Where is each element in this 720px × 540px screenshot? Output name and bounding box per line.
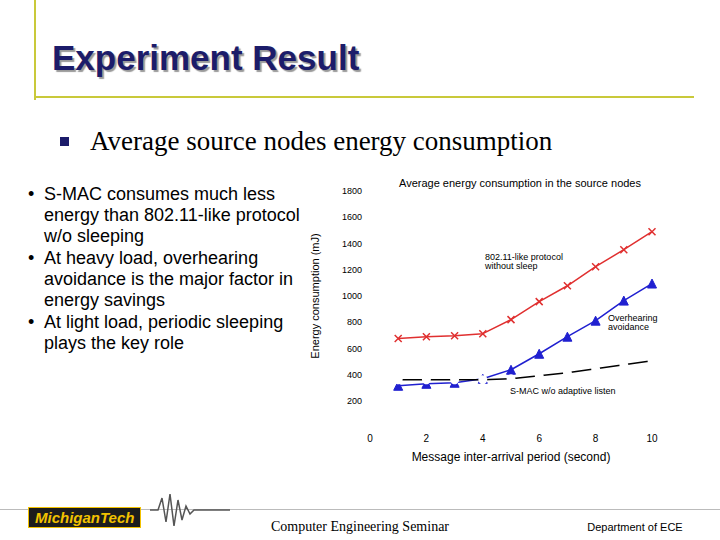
svg-text:1400: 1400 [342, 239, 362, 249]
html-text:MichiganTech: MichiganTech [35, 509, 135, 526]
svg-text:1200: 1200 [342, 265, 362, 275]
svg-text:6: 6 [536, 433, 542, 444]
svg-text:1000: 1000 [342, 291, 362, 301]
svg-text:Message inter-arrival period (: Message inter-arrival period (second) [412, 450, 611, 464]
svg-text:600: 600 [347, 344, 362, 354]
html-text:Experiment Result: Experiment Result [52, 38, 360, 77]
html-text:Department of ECE: Department of ECE [587, 521, 683, 533]
svg-text:8: 8 [593, 433, 599, 444]
html-text:Average source nodes energy co: Average source nodes energy consumption [90, 126, 553, 156]
svg-text:400: 400 [347, 370, 362, 380]
svg-text:4: 4 [480, 433, 486, 444]
svg-text:0: 0 [367, 433, 373, 444]
svg-text:1800: 1800 [342, 186, 362, 196]
svg-text:802.11-like protocol: 802.11-like protocol [485, 251, 566, 262]
html-text:Computer Engineering Seminar: Computer Engineering Seminar [271, 519, 449, 534]
svg-text:1600: 1600 [342, 212, 362, 222]
svg-text:800: 800 [347, 317, 362, 327]
svg-text:200: 200 [347, 396, 362, 406]
html-text:At light load, periodic sleepi: At light load, periodic sleeping plays t… [44, 312, 284, 353]
svg-text:avoidance: avoidance [608, 322, 649, 332]
html-text:At heavy load, overhearing avo: At heavy load, overhearing avoidance is … [44, 248, 294, 310]
svg-text:Overhearing: Overhearing [608, 312, 660, 323]
svg-text:without sleep: without sleep [484, 261, 538, 271]
svg-text:S-MAC w/o adaptive listen: S-MAC w/o adaptive listen [510, 386, 616, 396]
svg-text:10: 10 [646, 433, 658, 444]
svg-text:2: 2 [424, 433, 430, 444]
svg-text:Average energy consumption in: Average energy consumption in the source… [399, 177, 641, 189]
svg-text:Energy consumption (mJ): Energy consumption (mJ) [309, 233, 321, 358]
html-text:S-MAC consumes much less energ: S-MAC consumes much less energy than 802… [44, 184, 300, 246]
